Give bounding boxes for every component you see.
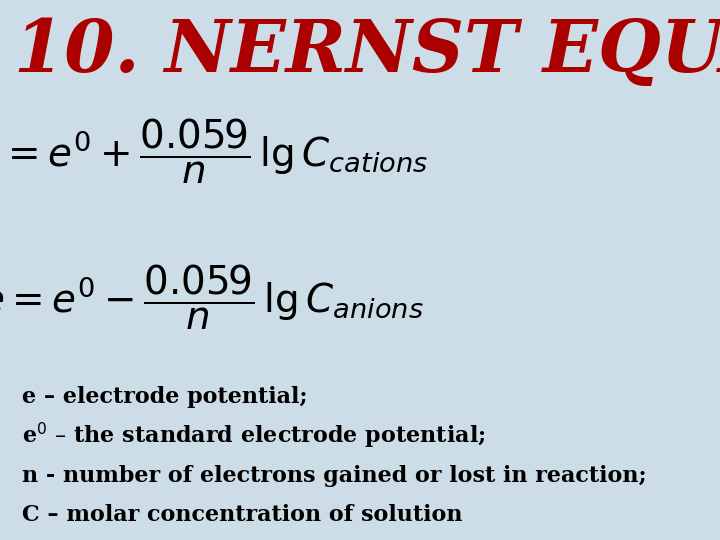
Text: n - number of electrons gained or lost in reaction;: n - number of electrons gained or lost i… <box>22 465 647 487</box>
Text: 10. NERNST EQUATION: 10. NERNST EQUATION <box>14 16 720 87</box>
Text: C – molar concentration of solution: C – molar concentration of solution <box>22 504 462 526</box>
Text: e$^{0}$ – the standard electrode potential;: e$^{0}$ – the standard electrode potenti… <box>22 421 485 451</box>
Text: $e = e^{0} + \dfrac{0.059}{n} \,\mathrm{lg}\, C_{\mathit{cations}}$: $e = e^{0} + \dfrac{0.059}{n} \,\mathrm{… <box>0 117 428 186</box>
Text: e – electrode potential;: e – electrode potential; <box>22 386 307 408</box>
Text: $e = e^{0} - \dfrac{0.059}{n} \,\mathrm{lg}\, C_{\mathit{anions}}$: $e = e^{0} - \dfrac{0.059}{n} \,\mathrm{… <box>0 262 423 332</box>
